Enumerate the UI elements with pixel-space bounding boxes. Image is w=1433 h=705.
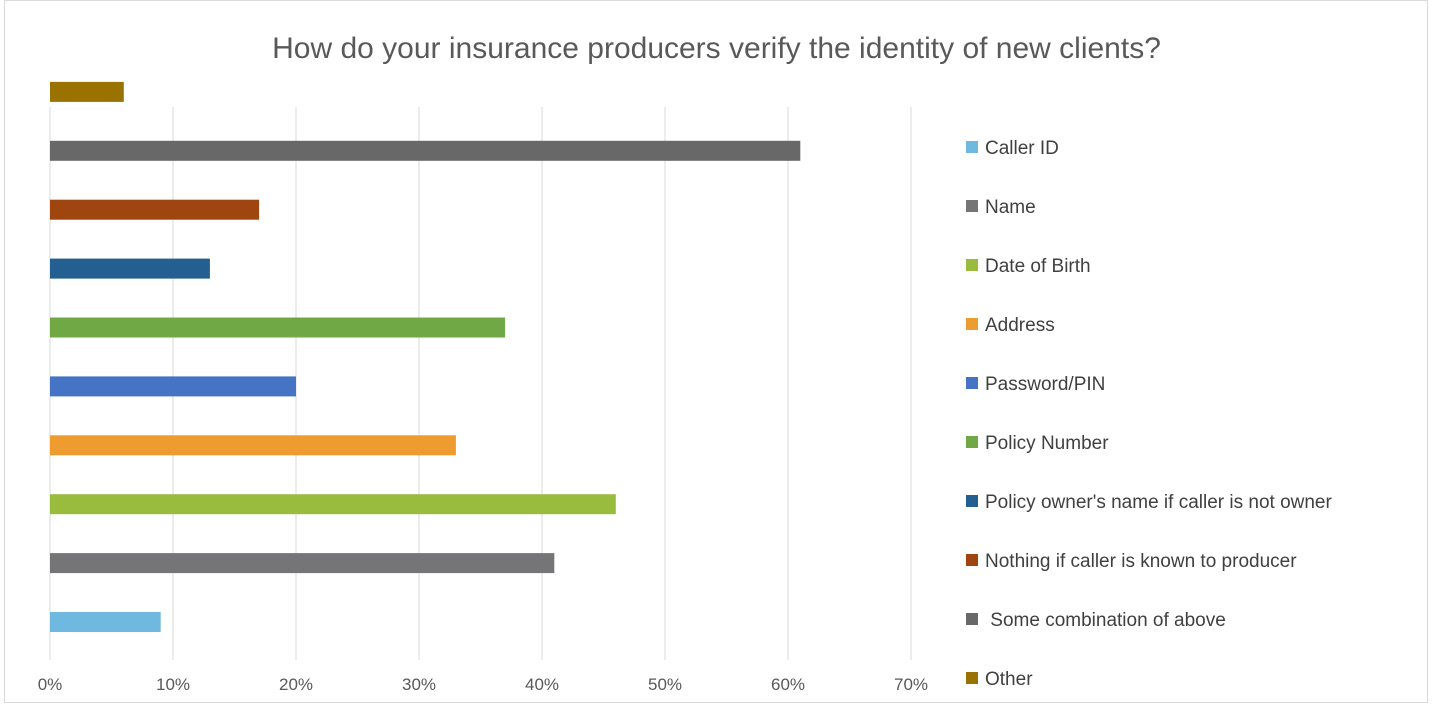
legend-swatch — [966, 436, 978, 448]
legend-swatch — [966, 259, 978, 271]
legend-swatch — [966, 672, 978, 684]
legend-label: Some combination of above — [985, 610, 1226, 631]
x-tick-label: 60% — [771, 675, 805, 694]
chart-title: How do your insurance producers verify t… — [272, 32, 1161, 65]
x-tick-label: 10% — [156, 675, 190, 694]
chart-frame — [4, 0, 1428, 703]
bar — [50, 81, 124, 102]
legend-label: Policy owner's name if caller is not own… — [985, 492, 1332, 513]
bar — [50, 494, 616, 515]
bar — [50, 376, 296, 397]
bar — [50, 140, 801, 161]
bar — [50, 435, 456, 456]
legend-label: Other — [985, 669, 1033, 690]
legend-label: Date of Birth — [985, 256, 1091, 277]
legend-label: Password/PIN — [985, 374, 1105, 395]
bar — [50, 553, 555, 574]
x-tick-label: 40% — [525, 675, 559, 694]
legend-swatch — [966, 200, 978, 212]
legend-label: Nothing if caller is known to producer — [985, 551, 1297, 572]
bar — [50, 317, 506, 338]
bar — [50, 258, 210, 279]
legend-swatch — [966, 318, 978, 330]
legend-swatch — [966, 613, 978, 625]
x-tick-label: 0% — [38, 675, 63, 694]
x-tick-label: 30% — [402, 675, 436, 694]
legend-label: Policy Number — [985, 433, 1109, 454]
bar — [50, 199, 260, 220]
legend-swatch — [966, 141, 978, 153]
legend-swatch — [966, 554, 978, 566]
x-tick-label: 70% — [894, 675, 928, 694]
x-tick-label: 20% — [279, 675, 313, 694]
legend-swatch — [966, 495, 978, 507]
legend-label: Address — [985, 315, 1055, 336]
x-tick-label: 50% — [648, 675, 682, 694]
legend-swatch — [966, 377, 978, 389]
legend-label: Caller ID — [985, 138, 1059, 159]
legend-label: Name — [985, 197, 1036, 218]
bar — [50, 612, 161, 632]
